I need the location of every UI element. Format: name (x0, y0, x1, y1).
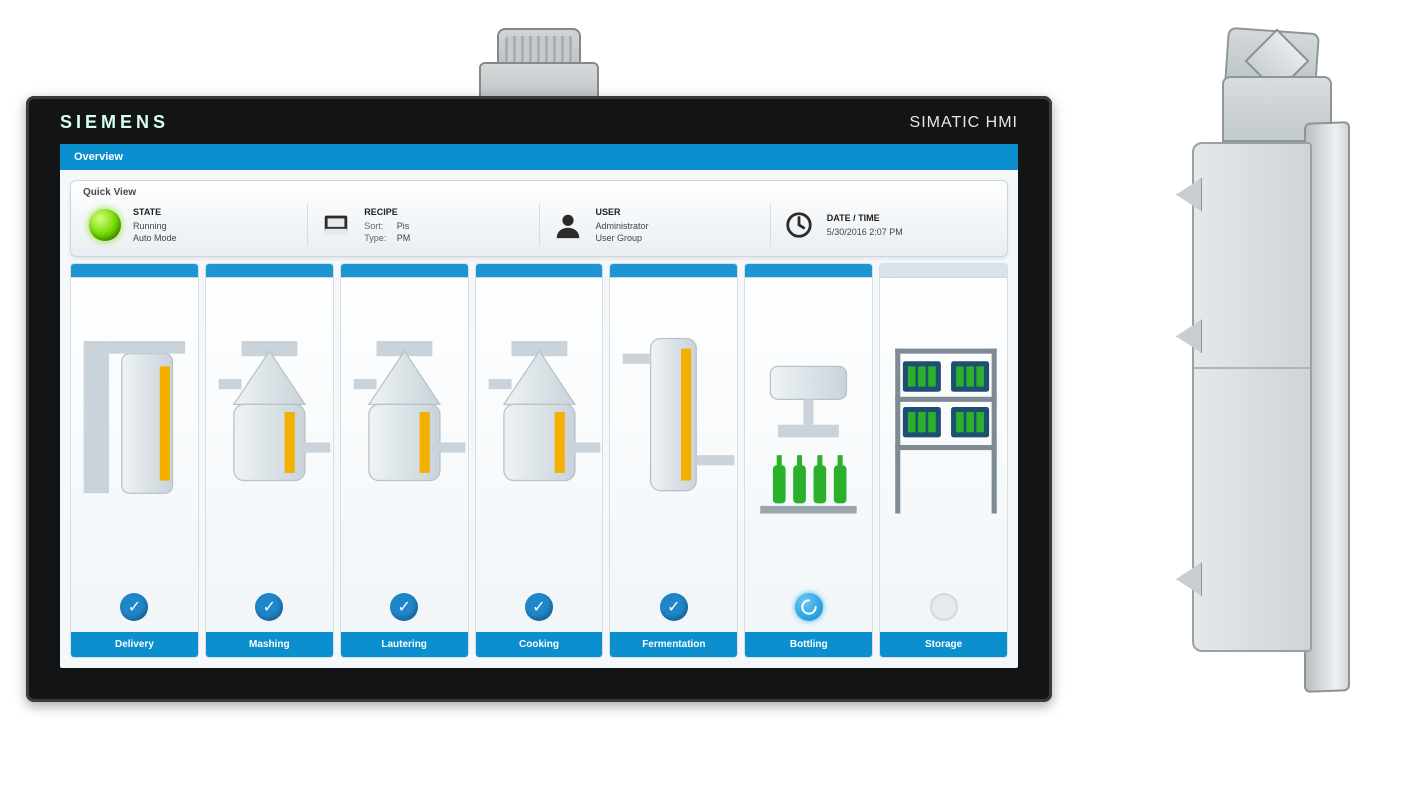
enclosure-seam (1194, 367, 1310, 369)
hmi-front-panel: SIEMENS SIMATIC HMI Overview Quick View … (26, 96, 1052, 702)
quickview-recipe[interactable]: RECIPE Sort: Pis Type: PM (307, 204, 538, 246)
state-line2: Auto Mode (133, 232, 177, 244)
process-label: Lautering (341, 632, 468, 657)
datetime-heading: DATE / TIME (827, 212, 903, 224)
process-label: Cooking (476, 632, 603, 657)
process-status-indicator: ✓ (341, 582, 468, 632)
process-status-indicator: ✓ (476, 582, 603, 632)
process-status-indicator: ✓ (610, 582, 737, 632)
datetime-value: 5/30/2016 2:07 PM (827, 226, 903, 238)
state-lamp-icon (87, 207, 123, 243)
process-column-lautering[interactable]: ✓ Lautering (340, 263, 469, 658)
quickview-state[interactable]: STATE Running Auto Mode (77, 204, 307, 246)
process-status-indicator: ✓ (206, 582, 333, 632)
recipe-sort-value: Pis (397, 221, 410, 231)
process-status-indicator (880, 582, 1007, 632)
process-column-delivery[interactable]: ✓ Delivery (70, 263, 199, 658)
user-icon (550, 207, 586, 243)
bezel-model-label: SIMATIC HMI (910, 114, 1018, 132)
quickview-user[interactable]: USER Administrator User Group (539, 204, 770, 246)
process-graphic-kettle (206, 278, 333, 582)
mount-lug-icon (1176, 319, 1202, 353)
process-graphic-bottling (745, 278, 872, 582)
process-hat (745, 264, 872, 278)
hmi-screen: Overview Quick View STATE Running Auto M… (60, 144, 1018, 668)
recipe-sort-label: Sort: (364, 220, 394, 232)
hmi-side-view (1090, 12, 1350, 712)
check-icon: ✓ (660, 593, 688, 621)
process-hat (880, 264, 1007, 278)
process-graphic-shelf (880, 278, 1007, 582)
screen-header: Overview (60, 144, 1018, 170)
process-label: Delivery (71, 632, 198, 657)
quickview-title: Quick View (71, 181, 1007, 200)
check-icon: ✓ (120, 593, 148, 621)
quickview-card: Quick View STATE Running Auto Mode (70, 180, 1008, 257)
user-name: Administrator (596, 220, 649, 232)
front-mount-bracket (479, 18, 599, 100)
process-row: ✓ Delivery ✓ Mashing ✓ Lautering ✓ Cooking ✓… (60, 263, 1018, 668)
recipe-type-label: Type: (364, 232, 394, 244)
process-hat (206, 264, 333, 278)
process-hat (610, 264, 737, 278)
process-graphic-kettle (476, 278, 603, 582)
process-column-bottling[interactable]: Bottling (744, 263, 873, 658)
recipe-heading: RECIPE (364, 206, 410, 218)
process-label: Fermentation (610, 632, 737, 657)
process-label: Storage (880, 632, 1007, 657)
mount-lug-icon (1176, 562, 1202, 596)
process-column-fermentation[interactable]: ✓ Fermentation (609, 263, 738, 658)
check-icon: ✓ (255, 593, 283, 621)
recipe-type-value: PM (397, 233, 411, 243)
process-label: Bottling (745, 632, 872, 657)
side-enclosure (1192, 142, 1312, 652)
user-group: User Group (596, 232, 649, 244)
user-heading: USER (596, 206, 649, 218)
process-column-cooking[interactable]: ✓ Cooking (475, 263, 604, 658)
process-hat (71, 264, 198, 278)
process-column-mashing[interactable]: ✓ Mashing (205, 263, 334, 658)
process-graphic-tank (610, 278, 737, 582)
check-icon: ✓ (390, 593, 418, 621)
clock-icon (781, 207, 817, 243)
recipe-icon (318, 207, 354, 243)
bezel-brand-label: SIEMENS (60, 112, 169, 133)
idle-icon (930, 593, 958, 621)
process-graphic-kettle (341, 278, 468, 582)
quickview-datetime[interactable]: DATE / TIME 5/30/2016 2:07 PM (770, 204, 1001, 246)
spinner-icon (795, 593, 823, 621)
process-hat (341, 264, 468, 278)
state-heading: STATE (133, 206, 177, 218)
process-column-storage[interactable]: Storage (879, 263, 1008, 658)
process-graphic-silo (71, 278, 198, 582)
process-status-indicator: ✓ (71, 582, 198, 632)
check-icon: ✓ (525, 593, 553, 621)
screen-header-title: Overview (74, 151, 123, 163)
mount-lug-icon (1176, 178, 1202, 212)
state-line1: Running (133, 220, 177, 232)
process-status-indicator (745, 582, 872, 632)
process-hat (476, 264, 603, 278)
process-label: Mashing (206, 632, 333, 657)
